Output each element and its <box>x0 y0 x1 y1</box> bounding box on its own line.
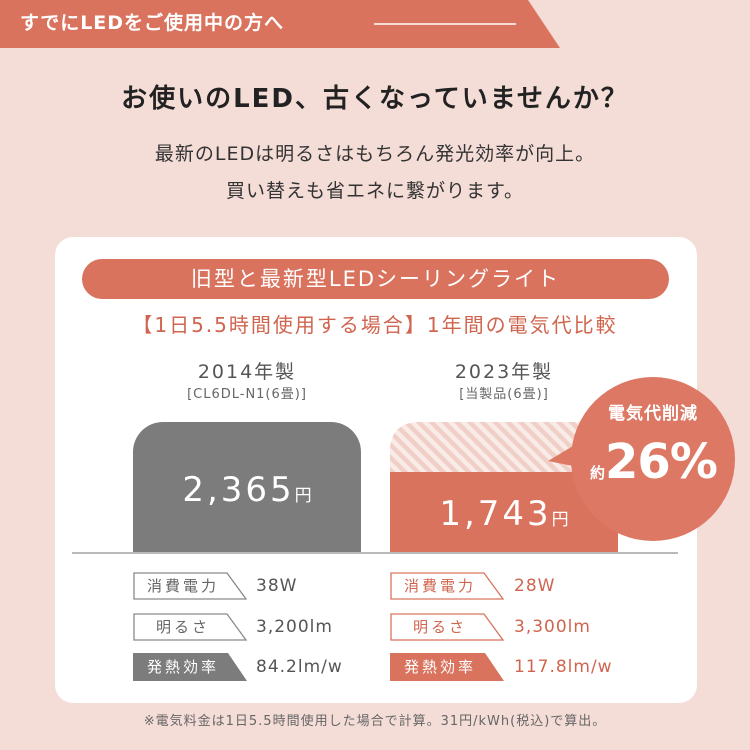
old-spec-value-brightness: 3,200lm <box>256 617 333 637</box>
baseline <box>72 552 678 554</box>
subtext-line-2: 買い替えも省エネに繋がります。 <box>225 180 525 202</box>
badge-value-group: 約26% <box>590 432 718 503</box>
old-price: 2,365円 <box>133 468 361 518</box>
old-spec-label-efficiency: 発熱効率 <box>133 653 248 681</box>
old-model: [CL6DL-N1(6畳)] <box>187 387 307 402</box>
comparison-title: 旧型と最新型LEDシーリングライト <box>82 259 669 299</box>
old-price-currency: 円 <box>294 486 312 506</box>
new-model: [当製品(6畳)] <box>459 387 549 402</box>
banner-text: すでにLEDをご使用中の方へ <box>20 12 285 34</box>
footnote: ※電気料金は1日5.5時間使用した場合で計算。31円/kWh(税込)で算出。 <box>143 714 607 729</box>
old-spec-label-brightness: 明るさ <box>133 613 248 641</box>
old-spec-label-power: 消費電力 <box>133 572 248 600</box>
new-spec-value-power: 28W <box>514 576 556 596</box>
old-spec-value-power: 38W <box>256 576 298 596</box>
old-year: 2014年製 <box>197 361 297 383</box>
badge-label: 電気代削減 <box>608 404 698 424</box>
new-spec-label-efficiency: 発熱効率 <box>390 653 505 681</box>
new-spec-value-brightness: 3,300lm <box>514 617 591 637</box>
old-price-bar <box>133 422 361 552</box>
savings-badge <box>571 377 735 541</box>
new-spec-label-brightness: 明るさ <box>390 613 505 641</box>
new-price-value: 1,743 <box>439 494 552 534</box>
old-spec-value-efficiency: 84.2lm/w <box>256 657 343 677</box>
badge-value: 26% <box>605 434 718 490</box>
badge-prefix: 約 <box>590 464 606 482</box>
new-spec-label-power: 消費電力 <box>390 572 505 600</box>
subtext-line-1: 最新のLEDは明るさはもちろん発光効率が向上。 <box>154 143 596 165</box>
banner-shape <box>0 0 560 48</box>
top-banner: すでにLEDをご使用中の方へ <box>0 0 750 48</box>
headline: お使いのLED、古くなっていませんか？ <box>121 84 629 114</box>
new-price-currency: 円 <box>551 510 569 530</box>
new-price: 1,743円 <box>390 492 618 542</box>
comparison-condition: 【1日5.5時間使用する場合】1年間の電気代比較 <box>132 313 618 337</box>
new-spec-value-efficiency: 117.8lm/w <box>514 657 613 677</box>
old-price-value: 2,365 <box>182 470 295 510</box>
new-year: 2023年製 <box>454 361 554 383</box>
